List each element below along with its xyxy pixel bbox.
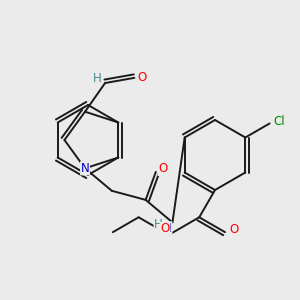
Text: N: N: [163, 222, 172, 235]
Text: O: O: [158, 162, 167, 176]
Text: O: O: [138, 71, 147, 84]
Text: H: H: [93, 71, 101, 85]
Text: O: O: [160, 222, 170, 235]
Text: O: O: [230, 223, 238, 236]
Text: H: H: [154, 218, 163, 231]
Text: Cl: Cl: [274, 115, 285, 128]
Text: N: N: [81, 162, 89, 175]
